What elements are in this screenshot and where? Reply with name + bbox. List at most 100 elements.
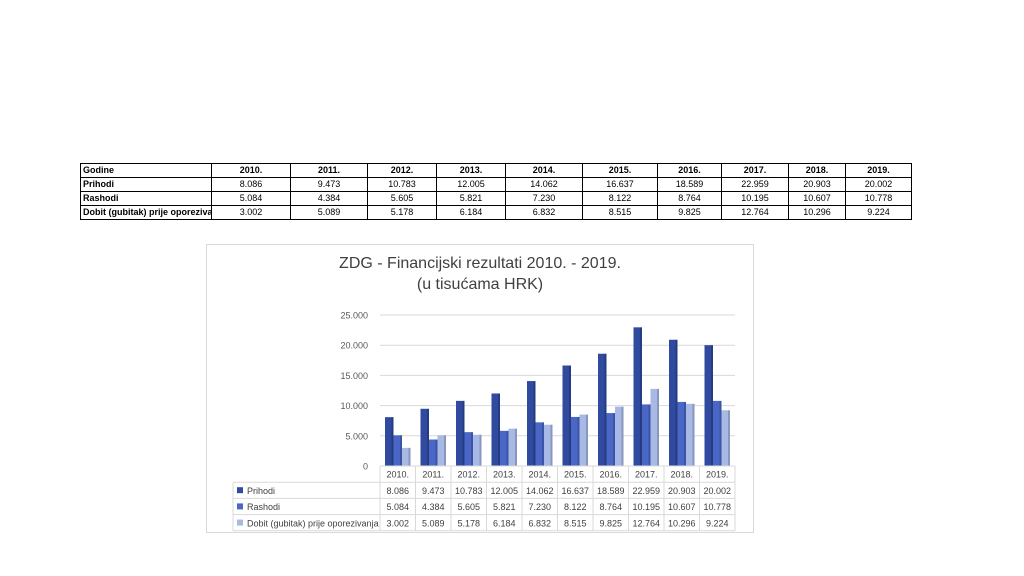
table-cell: 22.959 — [721, 177, 789, 192]
table-year-header: 2014. — [505, 163, 583, 178]
bar — [704, 345, 713, 466]
table-cell: 3.002 — [211, 205, 291, 220]
bar — [571, 416, 580, 466]
bar-shade — [506, 430, 509, 466]
table-cell: 8.122 — [582, 191, 658, 206]
table-cell: 8.086 — [211, 177, 291, 192]
table-year-header: 2019. — [845, 163, 912, 178]
table-cell: 20.002 — [845, 177, 912, 192]
y-tick-label: 25.000 — [340, 311, 368, 321]
bar-shade — [498, 393, 500, 466]
bar-shade — [444, 435, 446, 466]
bar — [491, 393, 500, 466]
legend-key — [237, 503, 243, 510]
bar — [464, 432, 473, 466]
x-tick-label: 2018. — [670, 470, 693, 480]
legend-label: Dobit (gubitak) prije oporezivanja — [247, 518, 379, 528]
table-year-header: 2018. — [788, 163, 846, 178]
data-label: 8.764 — [599, 502, 622, 512]
chart-panel: ZDG - Financijski rezultati 2010. - 2019… — [206, 244, 754, 533]
table-cell: 5.178 — [367, 205, 437, 220]
data-label: 9.825 — [599, 518, 622, 528]
bar — [579, 414, 588, 466]
table-cell: 9.224 — [845, 205, 912, 220]
legend-label: Prihodi — [247, 486, 275, 496]
data-label: 5.605 — [457, 502, 480, 512]
table-year-header: 2016. — [657, 163, 722, 178]
bar-shade — [675, 339, 678, 466]
x-tick-label: 2017. — [635, 470, 658, 480]
bar-shade — [621, 406, 624, 466]
bar-shade — [408, 447, 411, 466]
data-label: 22.959 — [632, 486, 660, 496]
table-year-header: 2017. — [721, 163, 789, 178]
bar-shade — [692, 403, 695, 466]
table-cell: 5.605 — [367, 191, 437, 206]
table-cell: 7.230 — [505, 191, 583, 206]
bar — [633, 327, 642, 466]
data-label: 8.086 — [386, 486, 409, 496]
table-cell: 20.903 — [788, 177, 846, 192]
x-tick-label: 2010. — [386, 470, 409, 480]
table-row-label: Rashodi — [80, 191, 212, 206]
table-cell: 16.637 — [582, 177, 658, 192]
table-year-header: 2013. — [436, 163, 506, 178]
bar-shade — [719, 400, 722, 466]
data-label: 10.783 — [455, 486, 483, 496]
table-year-header: 2010. — [211, 163, 291, 178]
bar-shade — [569, 365, 571, 466]
data-label: 10.778 — [703, 502, 731, 512]
bar-shade — [657, 388, 659, 466]
data-label: 5.821 — [493, 502, 516, 512]
data-label: 5.089 — [422, 518, 445, 528]
table-cell: 5.089 — [290, 205, 368, 220]
data-label: 16.637 — [561, 486, 589, 496]
table-cell: 6.832 — [505, 205, 583, 220]
table-year-header: 2015. — [582, 163, 658, 178]
legend-label: Rashodi — [247, 502, 280, 512]
table-cell: 4.384 — [290, 191, 368, 206]
bar — [598, 353, 607, 466]
bar-shade — [728, 410, 730, 466]
y-tick-label: 20.000 — [340, 341, 368, 351]
bar-shade — [391, 417, 394, 466]
bar-shade — [515, 428, 517, 466]
x-tick-label: 2015. — [564, 470, 587, 480]
chart-title-line2: (u tisućama HRK) — [416, 276, 544, 293]
bar-shade — [711, 345, 713, 466]
data-label: 3.002 — [386, 518, 409, 528]
bar — [713, 400, 722, 466]
table-cell: 12.005 — [436, 177, 506, 192]
data-label: 9.473 — [422, 486, 445, 496]
bar — [686, 403, 695, 466]
bar — [473, 434, 482, 466]
data-label: 20.002 — [703, 486, 731, 496]
x-tick-label: 2016. — [599, 470, 622, 480]
x-tick-label: 2014. — [528, 470, 551, 480]
legend-key — [237, 487, 243, 494]
bar-shade — [604, 353, 607, 466]
table-cell: 18.589 — [657, 177, 722, 192]
data-label: 5.084 — [386, 502, 409, 512]
table-cell: 10.296 — [788, 205, 846, 220]
bar — [385, 417, 394, 466]
bar-shade — [577, 416, 580, 466]
bar — [642, 404, 651, 466]
table-row-label: Dobit (gubitak) prije oporezivanja — [80, 205, 212, 220]
table-cell: 10.195 — [721, 191, 789, 206]
bar-shade — [462, 400, 465, 466]
bar — [544, 424, 553, 466]
bar — [669, 339, 678, 466]
data-label: 10.607 — [668, 502, 696, 512]
x-tick-label: 2013. — [493, 470, 516, 480]
table-row: Prihodi 8.086 9.473 10.783 12.005 14.062 16.63… — [80, 177, 912, 192]
data-label: 8.122 — [564, 502, 587, 512]
table-header-row: Godine 2010. 2011. 2012. 2013. 2014. 2015. 2016… — [80, 163, 912, 178]
bar — [429, 439, 438, 466]
bar — [508, 428, 517, 466]
table-cell: 5.821 — [436, 191, 506, 206]
data-label: 20.903 — [668, 486, 696, 496]
x-tick-label: 2012. — [457, 470, 480, 480]
bar-shade — [471, 432, 473, 466]
bar — [615, 406, 624, 466]
